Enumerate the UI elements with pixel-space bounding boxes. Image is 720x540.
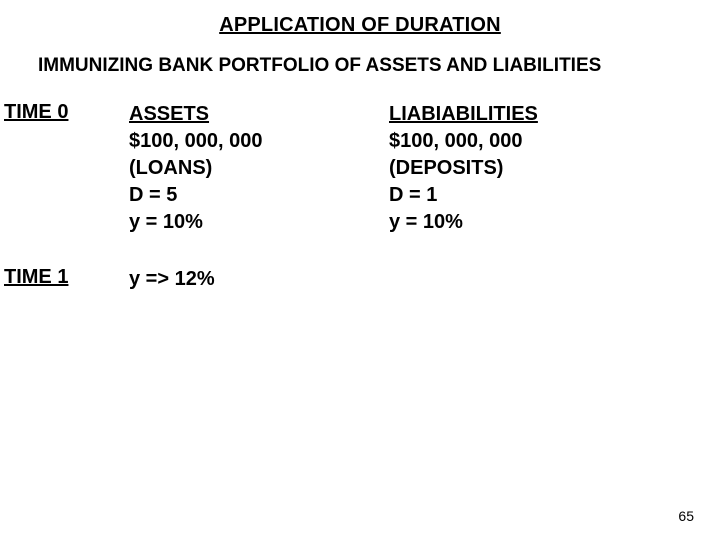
assets-line: y = 10% bbox=[129, 209, 389, 236]
content-row: TIME 0 ASSETS $100, 000, 000 (LOANS) D =… bbox=[0, 101, 720, 236]
time-label: TIME 1 bbox=[0, 266, 129, 289]
assets-block: y => 12% bbox=[129, 266, 389, 293]
assets-line: (LOANS) bbox=[129, 155, 389, 182]
liabilities-heading: LIABIABILITIES bbox=[389, 101, 720, 128]
assets-heading: ASSETS bbox=[129, 101, 389, 128]
assets-line: y => 12% bbox=[129, 266, 389, 293]
time-label: TIME 0 bbox=[0, 101, 129, 124]
slide-subtitle: IMMUNIZING BANK PORTFOLIO OF ASSETS AND … bbox=[38, 55, 720, 77]
slide: APPLICATION OF DURATION IMMUNIZING BANK … bbox=[0, 0, 720, 540]
liabilities-line: $100, 000, 000 bbox=[389, 128, 720, 155]
content-row: TIME 1 y => 12% bbox=[0, 266, 720, 293]
page-number: 65 bbox=[678, 508, 694, 524]
assets-line: $100, 000, 000 bbox=[129, 128, 389, 155]
slide-title: APPLICATION OF DURATION bbox=[0, 14, 720, 37]
liabilities-line: (DEPOSITS) bbox=[389, 155, 720, 182]
liabilities-line: y = 10% bbox=[389, 209, 720, 236]
liabilities-line: D = 1 bbox=[389, 182, 720, 209]
liabilities-block: LIABIABILITIES $100, 000, 000 (DEPOSITS)… bbox=[389, 101, 720, 236]
assets-block: ASSETS $100, 000, 000 (LOANS) D = 5 y = … bbox=[129, 101, 389, 236]
assets-line: D = 5 bbox=[129, 182, 389, 209]
